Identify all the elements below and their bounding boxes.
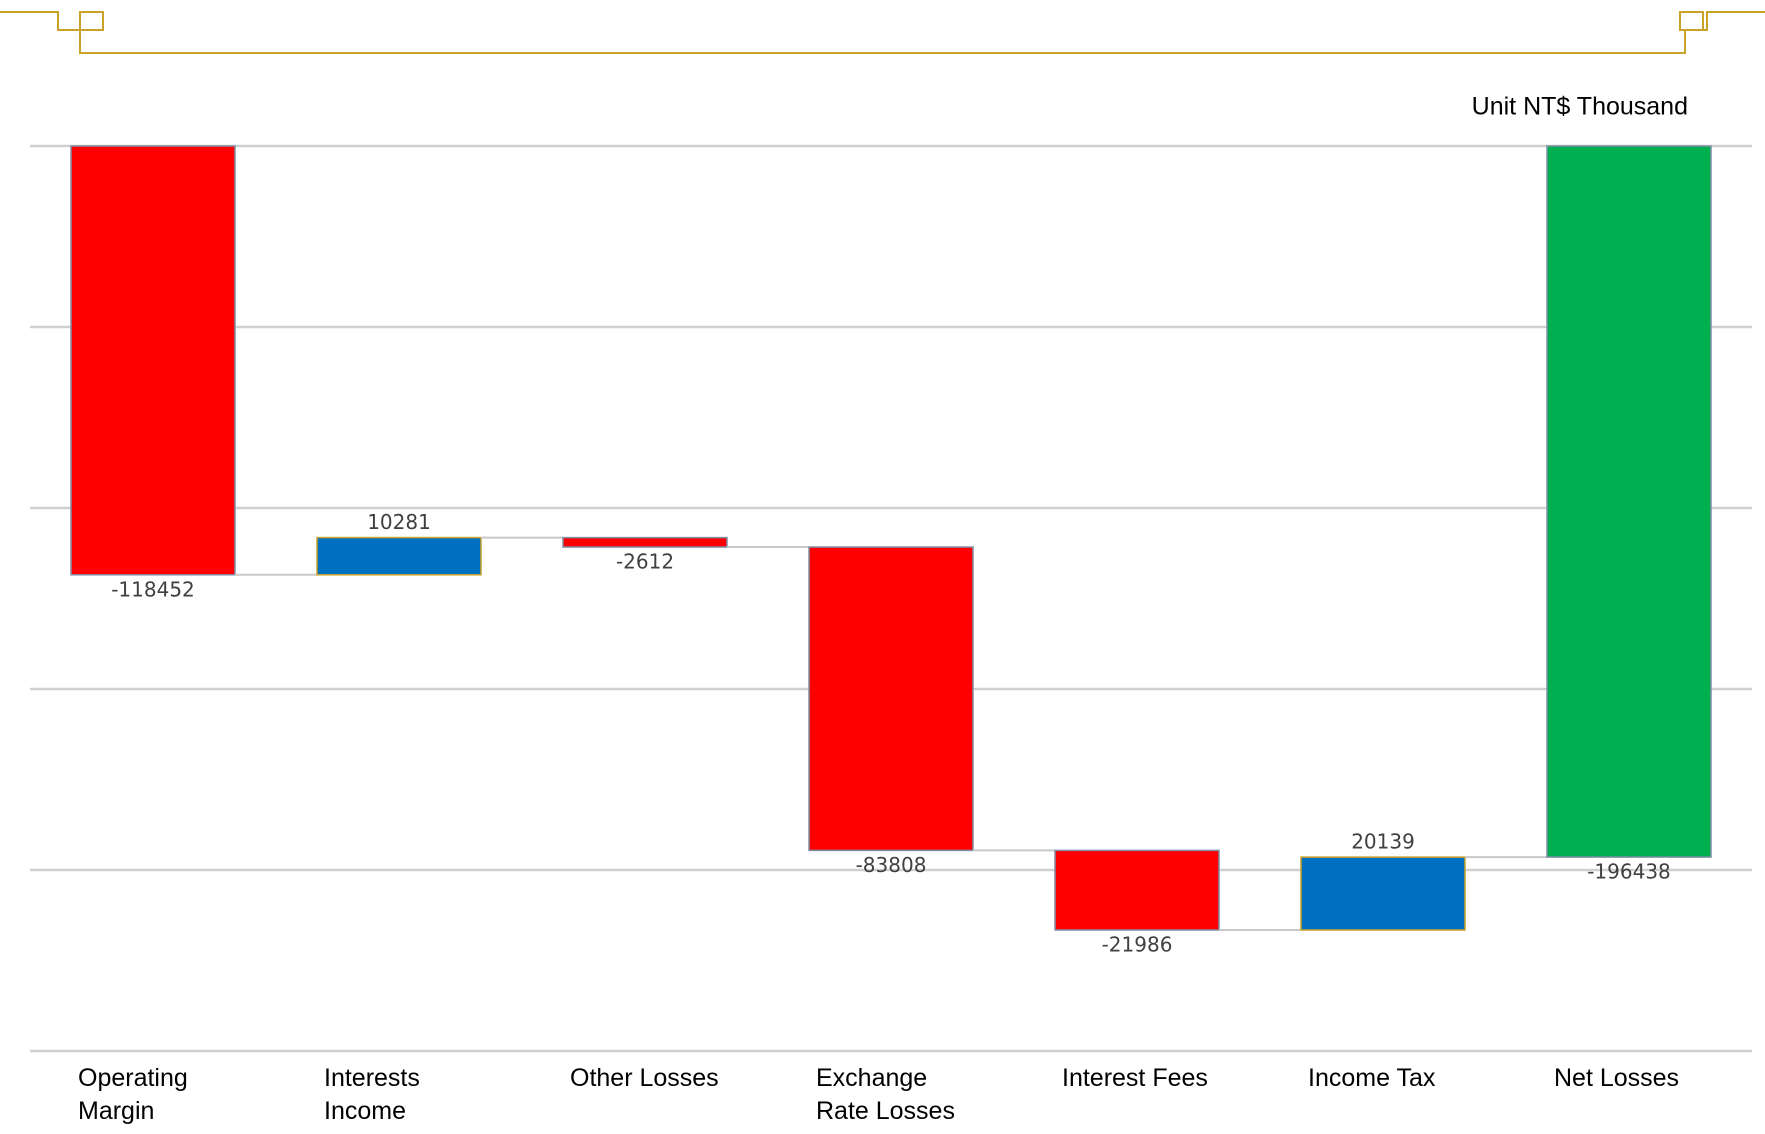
value-label: 20139 [1351,830,1415,854]
bar [1546,145,1712,858]
x-tick-label: Exchange Rate Losses [816,1064,955,1125]
value-label: -118452 [111,577,195,601]
x-tick-label: Interest Fees [1062,1064,1208,1092]
x-tick-label: Other Losses [570,1064,719,1092]
bar [1300,856,1466,931]
frame-decoration [0,11,1765,54]
value-label: -2612 [616,550,674,574]
value-label: -196438 [1587,860,1671,884]
x-tick-label: Income Tax [1308,1064,1436,1092]
bar [1054,849,1220,931]
bar [70,145,236,576]
bar [562,536,728,548]
bar [316,536,482,576]
x-tick-label: Interests Income [324,1064,420,1125]
x-tick-label: Net Losses [1554,1064,1680,1092]
unit-label: Unit NT$ Thousand [1472,93,1688,121]
x-tick-label: Operating Margin [78,1064,188,1125]
value-label: -21986 [1102,933,1173,957]
value-label: 10281 [367,510,431,534]
bar [808,546,974,852]
value-label: -83808 [856,853,927,877]
